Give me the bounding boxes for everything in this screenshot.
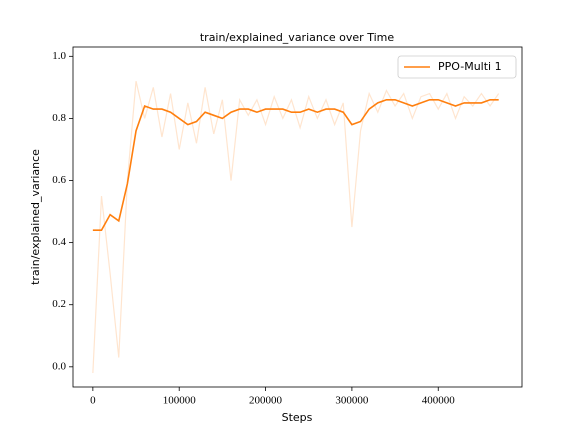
y-tick-label: 0.8: [52, 112, 66, 124]
x-tick-label: 200000: [249, 395, 283, 407]
chart-title: train/explained_variance over Time: [200, 31, 394, 44]
x-axis-label: Steps: [282, 411, 313, 424]
raw-line: [92, 81, 500, 374]
x-tick-label: 100000: [163, 395, 197, 407]
y-axis-label: train/explained_variance: [29, 149, 42, 285]
legend-label: PPO-Multi 1: [438, 60, 502, 73]
axes-frame: [72, 46, 523, 388]
legend-box: [397, 55, 517, 79]
y-tick-label: 0.6: [52, 174, 66, 186]
y-tick-label: 1.0: [52, 50, 66, 62]
x-tick-label: 400000: [422, 395, 456, 407]
y-tick-label: 0.4: [52, 236, 66, 248]
x-tick-label: 0: [90, 395, 96, 407]
x-tick-label: 300000: [335, 395, 369, 407]
smoothed-line: [92, 98, 499, 231]
y-tick-label: 0.2: [52, 298, 66, 310]
y-tick-label: 0.0: [52, 360, 66, 372]
